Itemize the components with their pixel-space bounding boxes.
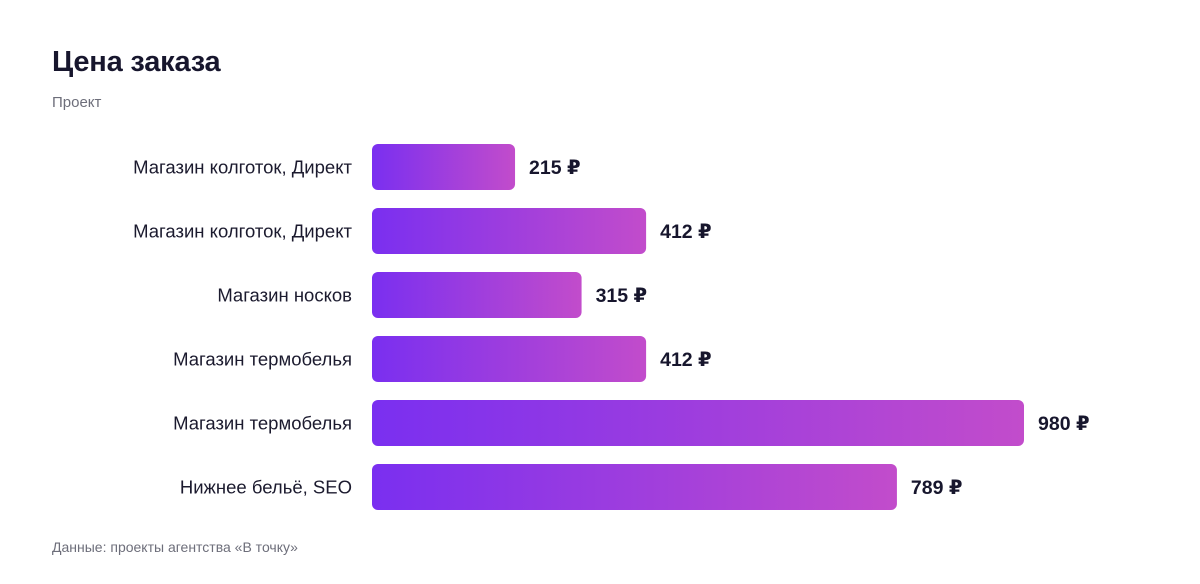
bar <box>372 464 897 510</box>
bar <box>372 336 647 382</box>
chart-title: Цена заказа <box>52 46 221 78</box>
value-label: 215 ₽ <box>529 157 581 179</box>
value-label: 789 ₽ <box>911 477 963 499</box>
category-label: Магазин термобелья <box>173 349 352 370</box>
category-label: Магазин носков <box>217 285 352 306</box>
chart-subtitle: Проект <box>52 94 102 111</box>
data-source-note: Данные: проекты агентства «В точку» <box>52 539 298 555</box>
bar <box>372 144 516 190</box>
category-label: Нижнее бельё, SEO <box>180 477 352 498</box>
value-label: 412 ₽ <box>660 221 712 243</box>
bar <box>372 208 647 254</box>
bar <box>372 272 582 318</box>
value-label: 412 ₽ <box>660 349 712 371</box>
category-label: Магазин термобелья <box>173 413 352 434</box>
category-label: Магазин колготок, Директ <box>133 157 352 178</box>
category-label: Магазин колготок, Директ <box>133 221 352 242</box>
value-label: 315 ₽ <box>596 285 648 307</box>
bar <box>372 400 1024 446</box>
value-label: 980 ₽ <box>1038 413 1090 435</box>
